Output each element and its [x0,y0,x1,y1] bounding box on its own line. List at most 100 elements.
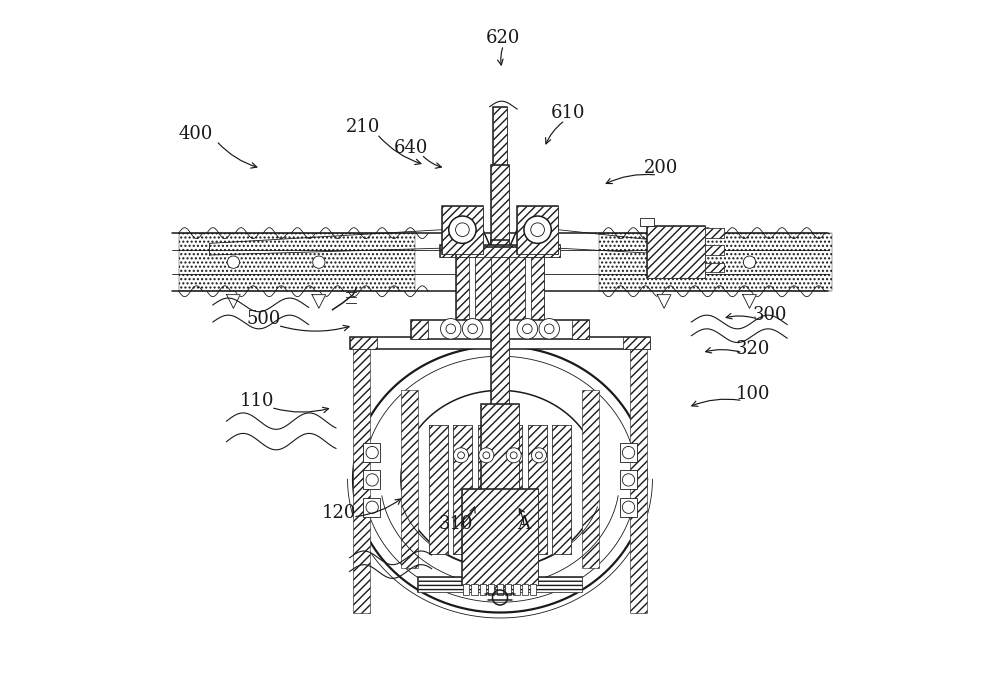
Bar [647,226,705,277]
Bar [411,320,589,339]
Circle shape [524,216,551,243]
Bar [478,425,497,554]
Bar [505,584,511,595]
Circle shape [658,256,670,269]
Bar [491,165,509,247]
Text: 310: 310 [438,514,473,533]
Bar [705,228,724,238]
Bar [480,584,486,595]
Polygon shape [743,295,756,308]
Bar [705,245,724,255]
Bar [503,425,522,554]
Circle shape [454,448,469,463]
Bar [509,257,525,319]
Polygon shape [227,295,240,308]
Bar [528,425,547,554]
Bar [463,584,469,595]
Bar [599,233,832,291]
Text: 320: 320 [736,340,770,358]
Circle shape [449,216,476,243]
Bar [363,443,380,462]
Bar [497,584,503,595]
Bar [572,320,589,339]
Bar [350,337,650,349]
Bar [350,337,377,349]
Bar [493,107,507,169]
Bar [582,390,599,568]
Bar [705,262,724,272]
Bar [471,584,478,595]
Bar [491,240,509,411]
Bar [429,425,448,554]
Text: 620: 620 [486,29,521,47]
Bar [705,228,724,238]
Bar [488,584,494,595]
Bar [491,165,509,247]
Circle shape [506,448,521,463]
Text: 500: 500 [247,310,281,327]
Bar [481,404,519,500]
Bar [453,425,472,554]
Bar [462,490,538,585]
Bar [491,240,509,411]
Circle shape [441,319,461,339]
Bar [620,498,637,516]
Bar [503,425,522,554]
Bar [179,233,415,291]
Bar [401,390,418,568]
Circle shape [539,319,559,339]
Text: 200: 200 [643,159,678,177]
Circle shape [227,256,240,269]
Bar [647,226,705,277]
Bar [531,253,544,322]
Bar [493,107,507,169]
Bar [462,490,538,585]
Bar [630,346,647,612]
Bar [456,253,544,322]
Bar [513,584,520,595]
Text: 110: 110 [240,392,275,410]
Text: 100: 100 [736,385,770,403]
Bar [418,577,582,592]
Bar [522,584,528,595]
Circle shape [313,256,325,269]
Text: 610: 610 [551,105,586,123]
Bar [481,404,519,500]
Bar [640,218,654,226]
Circle shape [462,319,483,339]
Circle shape [479,448,494,463]
Polygon shape [442,229,492,250]
Bar [442,206,483,253]
Bar [442,206,483,253]
Bar [620,443,637,462]
Bar [530,584,536,595]
Polygon shape [657,295,671,308]
Bar [456,247,544,257]
Text: 400: 400 [179,125,213,143]
Bar [528,425,547,554]
Text: 640: 640 [394,138,428,157]
Bar [453,425,472,554]
Bar [456,247,544,257]
Bar [353,346,370,612]
Circle shape [531,448,546,463]
Bar [623,337,650,349]
Circle shape [743,256,756,269]
Circle shape [517,319,538,339]
Bar [705,245,724,255]
Bar [620,471,637,490]
Bar [552,425,571,554]
Bar [440,245,560,257]
Bar [517,206,558,253]
Text: 120: 120 [322,504,357,523]
Bar [475,257,491,319]
Bar [478,425,497,554]
Bar [489,493,511,588]
Bar [475,257,491,319]
Bar [429,425,448,554]
Polygon shape [312,295,326,308]
Bar [440,245,560,257]
Text: 300: 300 [753,306,787,324]
Bar [363,498,380,516]
Bar [705,262,724,272]
